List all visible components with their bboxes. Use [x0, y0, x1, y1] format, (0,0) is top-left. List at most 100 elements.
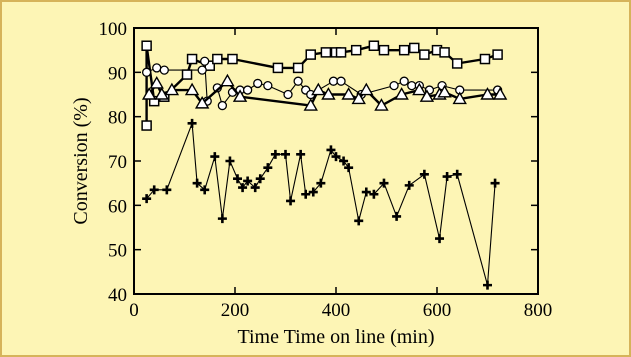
y-tick-label: 60: [108, 196, 127, 217]
data-point-square: [141, 40, 152, 51]
data-point-square: [305, 49, 316, 60]
data-point-triangle: [232, 89, 248, 102]
data-point-plus: [301, 189, 311, 199]
data-point-circle: [253, 78, 263, 89]
series-line-plus: [146, 122, 496, 286]
data-point-triangle: [149, 76, 164, 89]
x-axis-title: Time Time on line (min): [237, 326, 434, 348]
data-point-triangle: [164, 82, 180, 96]
data-point-plus: [392, 211, 402, 221]
data-point-plus: [263, 163, 273, 173]
data-point-triangle: [412, 82, 427, 96]
data-point-plus: [142, 194, 152, 204]
data-point-triangle: [452, 91, 467, 105]
data-point-plus: [210, 152, 220, 162]
data-point-plus: [490, 178, 500, 188]
data-point-square: [272, 62, 284, 74]
data-point-circle: [242, 85, 253, 95]
data-point-circle: [159, 65, 169, 75]
data-point-plus: [435, 234, 445, 244]
x-tick-label: 200: [221, 300, 250, 321]
data-point-square: [409, 42, 420, 54]
data-point-circle: [200, 56, 210, 66]
data-point-plus: [331, 152, 341, 162]
data-point-plus: [192, 178, 202, 188]
data-point-square: [398, 44, 410, 56]
data-point-plus: [483, 280, 492, 290]
data-point-plus: [225, 156, 235, 166]
data-point-plus: [270, 149, 280, 159]
data-point-circle: [336, 76, 346, 86]
data-point-triangle: [359, 82, 374, 96]
data-point-triangle: [394, 87, 409, 100]
axis-ticks: 0 200 400 600 800 40 50 60 70 80 90 100: [99, 19, 553, 321]
data-point-circle: [283, 89, 293, 100]
data-point-square: [335, 47, 347, 58]
data-point-triangle: [419, 89, 435, 102]
data-point-plus: [379, 178, 389, 188]
data-point-square: [227, 53, 238, 65]
data-point-square: [451, 58, 463, 69]
data-point-plus: [296, 149, 306, 159]
data-point-square: [439, 47, 450, 58]
data-point-plus: [243, 176, 253, 186]
data-point-plus: [233, 174, 243, 184]
data-point-triangle: [141, 87, 157, 100]
data-point-plus: [316, 178, 326, 188]
data-point-plus: [286, 196, 296, 206]
data-point-circle: [389, 80, 399, 91]
data-point-square: [320, 47, 332, 58]
data-point-circle: [141, 67, 152, 77]
data-point-square: [212, 53, 223, 65]
data-point-plus: [369, 189, 379, 199]
data-point-triangle: [184, 82, 200, 96]
y-tick-label: 50: [108, 241, 127, 262]
data-point-triangle: [437, 84, 452, 98]
data-point-plus: [442, 172, 452, 182]
data-point-plus: [217, 214, 227, 224]
data-point-triangle: [311, 82, 326, 96]
data-point-square: [419, 49, 430, 60]
data-point-triangle: [480, 87, 495, 100]
data-point-plus: [361, 187, 371, 197]
x-tick-label: 600: [423, 300, 452, 321]
data-point-triangle: [374, 98, 389, 111]
y-tick-label: 90: [108, 63, 127, 84]
data-point-square: [479, 53, 491, 65]
data-point-square: [350, 44, 362, 56]
data-point-plus: [339, 156, 349, 166]
data-point-triangle: [492, 87, 508, 100]
data-point-plus: [162, 185, 172, 195]
y-tick-label: 100: [99, 19, 128, 40]
x-tick-label: 800: [524, 300, 553, 321]
data-point-triangle: [321, 87, 336, 100]
data-point-plus: [308, 187, 318, 197]
data-point-plus: [344, 163, 354, 173]
data-point-plus: [452, 169, 462, 179]
data-point-triangle: [220, 73, 235, 87]
data-point-plus: [187, 118, 197, 128]
data-point-circle: [152, 63, 162, 73]
data-point-circle: [293, 76, 303, 86]
series-square: [141, 40, 503, 131]
x-tick-label: 400: [322, 300, 351, 321]
data-point-circle: [263, 80, 273, 91]
data-point-square: [492, 49, 503, 60]
data-point-square: [186, 53, 198, 65]
series-plus: [142, 118, 500, 290]
data-point-square: [378, 44, 390, 56]
data-point-triangle: [303, 98, 318, 111]
y-tick-label: 80: [108, 108, 127, 129]
data-point-plus: [354, 216, 364, 226]
y-tick-label: 40: [108, 285, 127, 306]
data-point-square: [181, 69, 193, 80]
data-point-triangle: [194, 95, 210, 109]
data-point-circle: [407, 80, 417, 91]
data-point-plus: [250, 183, 260, 193]
data-point-plus: [238, 183, 248, 193]
data-point-circle: [328, 76, 339, 86]
series-triangle: [141, 73, 508, 111]
